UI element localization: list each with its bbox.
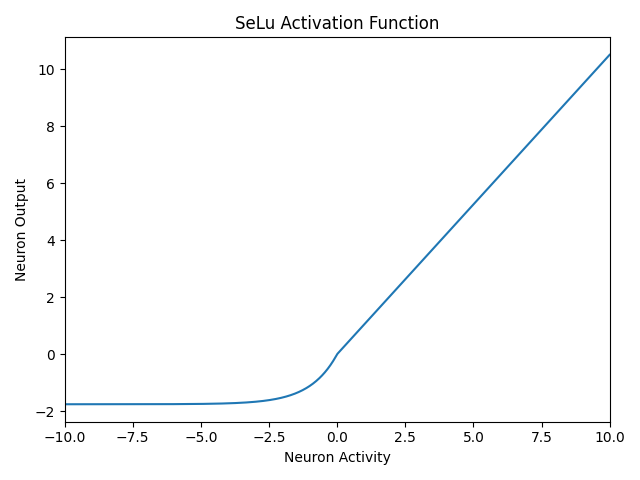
X-axis label: Neuron Activity: Neuron Activity — [284, 451, 390, 465]
Y-axis label: Neuron Output: Neuron Output — [15, 178, 29, 281]
Title: SeLu Activation Function: SeLu Activation Function — [235, 15, 439, 33]
